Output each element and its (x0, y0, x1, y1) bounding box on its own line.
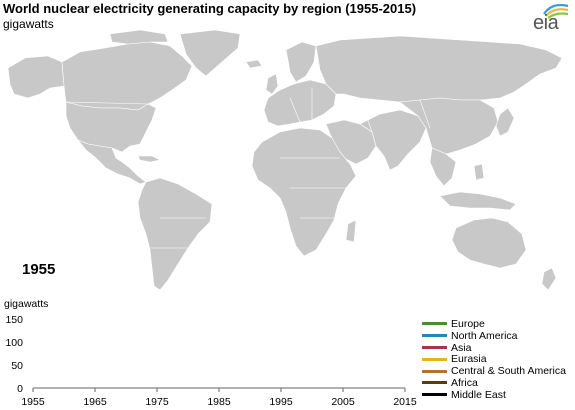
southeast-asia-region (429, 147, 457, 187)
legend-swatch (422, 357, 447, 361)
caribbean-islands (137, 155, 161, 163)
chart-legend: Europe North America Asia Eurasia Central & … (422, 318, 575, 401)
legend-label: Africa (451, 376, 478, 389)
scandinavia-region (285, 41, 317, 83)
legend-swatch (422, 322, 447, 326)
japan-region (495, 107, 515, 137)
legend-item: Central & South America (422, 365, 575, 377)
legend-swatch (422, 369, 447, 373)
greenland-region (179, 29, 241, 77)
y-axis-label: gigawatts (4, 298, 48, 310)
legend-item: Asia (422, 342, 575, 354)
x-tick-label: 1985 (207, 396, 231, 408)
arctic-islands (109, 29, 169, 45)
russia-region (315, 35, 563, 103)
australia-region (451, 217, 527, 269)
madagascar-region (345, 219, 357, 243)
legend-item: Middle East (422, 389, 575, 401)
south-america-region (137, 177, 213, 291)
canada-region (61, 41, 193, 111)
eia-logo-arcs-icon (543, 3, 569, 19)
x-tick-label: 2005 (331, 396, 355, 408)
mexico-region (77, 139, 147, 185)
eia-logo-text: eia (533, 12, 559, 34)
europe-region (263, 79, 337, 127)
new-zealand-region (541, 267, 557, 291)
uk-region (265, 73, 279, 95)
y-tick-label: 50 (11, 360, 23, 372)
legend-swatch (422, 345, 447, 349)
x-tick-label: 1955 (21, 396, 45, 408)
philippines-region (473, 163, 485, 181)
x-tick-label: 1965 (83, 396, 107, 408)
chart-subtitle: gigawatts (3, 17, 54, 31)
x-tick-label: 1995 (269, 396, 293, 408)
legend-item: Europe (422, 318, 575, 330)
alaska-region (7, 55, 65, 99)
eia-logo: eia (530, 3, 572, 38)
x-tick-label: 2015 (393, 396, 417, 408)
legend-label: Middle East (451, 388, 506, 401)
south-asia-region (359, 109, 427, 171)
legend-item: North America (422, 330, 575, 342)
legend-label: North America (451, 329, 518, 342)
y-tick-label: 100 (5, 337, 23, 349)
africa-region (251, 127, 357, 257)
legend-swatch (422, 334, 447, 338)
world-map (7, 29, 563, 291)
legend-swatch (422, 381, 447, 385)
legend-label: Eurasia (451, 353, 487, 366)
legend-label: Asia (451, 341, 472, 354)
legend-label: Europe (451, 317, 485, 330)
iceland-region (245, 59, 263, 69)
indonesia-region (439, 191, 517, 211)
y-tick-label: 0 (17, 383, 23, 395)
legend-item: Africa (422, 377, 575, 389)
year-label: 1955 (22, 261, 56, 278)
legend-label: Central & South America (451, 365, 566, 378)
usa-region (65, 101, 157, 153)
capacity-line-chart: gigawatts 0 50 100 150 1955 1965 1975 1985 1995… (4, 298, 417, 408)
x-tick-label: 1975 (145, 396, 169, 408)
y-tick-label: 150 (5, 314, 23, 326)
legend-swatch (422, 393, 447, 397)
legend-item: Eurasia (422, 353, 575, 365)
chart-title: World nuclear electricity generating cap… (3, 1, 417, 16)
